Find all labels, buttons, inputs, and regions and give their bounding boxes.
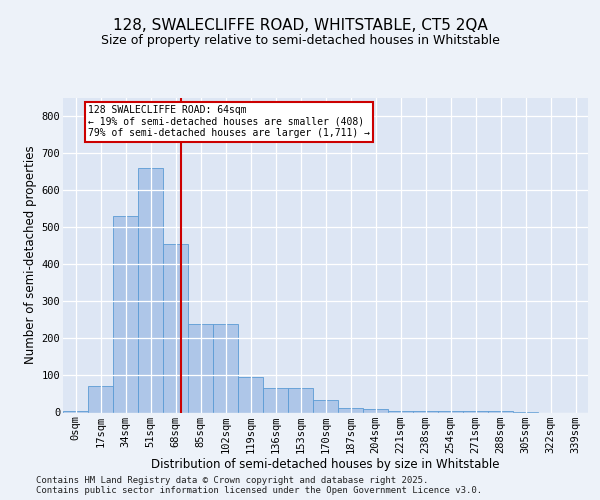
Bar	[313, 400, 338, 412]
Text: 128, SWALECLIFFE ROAD, WHITSTABLE, CT5 2QA: 128, SWALECLIFFE ROAD, WHITSTABLE, CT5 2…	[113, 18, 487, 32]
Bar	[113, 216, 138, 412]
Bar	[138, 168, 163, 412]
Bar	[163, 244, 188, 412]
Bar	[463, 411, 488, 412]
Bar	[238, 378, 263, 412]
Bar	[363, 409, 388, 412]
Bar	[413, 410, 438, 412]
Text: Contains HM Land Registry data © Crown copyright and database right 2025.
Contai: Contains HM Land Registry data © Crown c…	[36, 476, 482, 495]
Text: Size of property relative to semi-detached houses in Whitstable: Size of property relative to semi-detach…	[101, 34, 499, 47]
Text: 128 SWALECLIFFE ROAD: 64sqm
← 19% of semi-detached houses are smaller (408)
79% : 128 SWALECLIFFE ROAD: 64sqm ← 19% of sem…	[88, 105, 370, 138]
Bar	[388, 410, 413, 412]
Bar	[263, 388, 288, 412]
Bar	[438, 410, 463, 412]
Bar	[338, 408, 363, 412]
Bar	[288, 388, 313, 412]
Bar	[88, 386, 113, 412]
Bar	[63, 410, 88, 412]
Y-axis label: Number of semi-detached properties: Number of semi-detached properties	[25, 146, 37, 364]
Bar	[188, 324, 213, 412]
X-axis label: Distribution of semi-detached houses by size in Whitstable: Distribution of semi-detached houses by …	[151, 458, 500, 471]
Bar	[213, 324, 238, 412]
